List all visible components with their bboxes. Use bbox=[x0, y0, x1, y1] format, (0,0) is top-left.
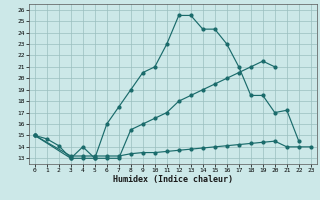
X-axis label: Humidex (Indice chaleur): Humidex (Indice chaleur) bbox=[113, 175, 233, 184]
